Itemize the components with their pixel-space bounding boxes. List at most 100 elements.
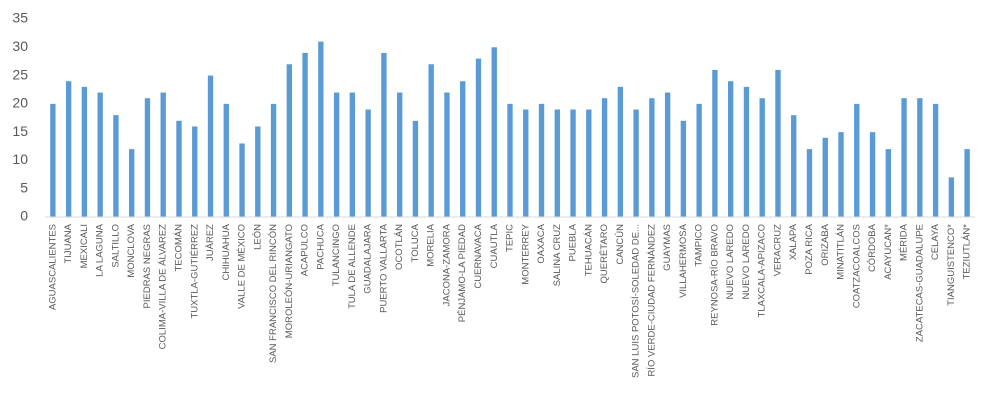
x-tick-label: TEPIC [505, 224, 516, 252]
bar [160, 92, 166, 217]
bar [223, 103, 229, 217]
bar [239, 143, 245, 217]
x-tick-label: QUERÉTARO [599, 224, 610, 283]
bar [491, 47, 497, 218]
x-tick-label: ORIZABA [820, 223, 831, 265]
x-tick-label: SAN FRANCISCO DEL RINCÓN [268, 224, 279, 363]
bar [948, 177, 955, 217]
bar [428, 64, 434, 217]
x-tick-label: SALINA CRUZ [552, 224, 563, 286]
bar [444, 92, 450, 217]
x-tick-label: MONCLOVA [126, 223, 137, 277]
x-tick-label: MÉRIDA [899, 223, 910, 261]
x-tick-label: CUERNAVACA [473, 223, 484, 288]
x-tick-label: CÓRDOBA [867, 223, 878, 272]
x-tick-label: SALTILLO [110, 224, 121, 268]
bar [81, 86, 88, 217]
bar [601, 98, 608, 217]
bar [144, 98, 151, 217]
bar [207, 75, 214, 217]
x-tick-label: COLIMA-VILLA DE ÁLVAREZ [158, 224, 169, 349]
bar [838, 132, 844, 217]
bar [50, 103, 56, 217]
x-tick-label: PIEDRAS NEGRAS [142, 224, 153, 308]
x-tick-label: PÉNJAMO-LA PIEDAD [457, 224, 468, 322]
bar [712, 69, 718, 218]
x-tick-label: LA LAGUNA [95, 223, 106, 276]
x-tick-label: JACONA-ZAMORA [441, 223, 452, 306]
bar [523, 109, 529, 217]
bar [791, 115, 797, 217]
x-tick-label: TAMPICO [694, 224, 705, 267]
x-tick-label: MEXICALI [79, 224, 90, 268]
x-tick-label: VERACRUZ [772, 224, 783, 276]
bar [743, 86, 750, 217]
x-tick-label: MONTERREY [520, 223, 531, 284]
y-tick-label: 35 [12, 10, 28, 26]
x-tick-label: AGUASCALIENTES [47, 224, 58, 310]
bar [176, 120, 182, 217]
bar [570, 109, 576, 217]
bar [586, 109, 592, 217]
bar [806, 149, 813, 217]
x-tick-label: TIANGUISTENCO* [946, 224, 957, 306]
x-tick-label: COATZACOALCOS [851, 224, 862, 308]
bar [538, 103, 545, 217]
x-tick-label: PUERTO VALLARTA [378, 223, 389, 313]
bar [932, 103, 939, 217]
x-tick-label: SAN LUIS POTOSÍ-SOLEDAD DE... [631, 224, 642, 378]
bar [885, 149, 891, 217]
bar [129, 149, 135, 217]
x-tick-label: VALLE DE MÉXICO [237, 224, 248, 309]
x-tick-label: POZA RICA [804, 223, 815, 274]
bar [617, 86, 624, 217]
bar [286, 64, 293, 217]
bar [727, 81, 734, 217]
x-tick-label: PUEBLA [568, 223, 579, 261]
x-tick-label: TEHUACÁN [583, 224, 594, 276]
bar [680, 120, 687, 217]
bar [475, 58, 482, 217]
x-tick-label: TULA DE ALLENDE [347, 224, 358, 309]
x-tick-label: MORELIA [426, 223, 437, 266]
bar [759, 98, 765, 217]
y-tick-label: 0 [20, 208, 28, 224]
x-tick-label: OCOTLÁN [394, 224, 405, 270]
bar [412, 120, 419, 217]
x-tick-label: CANCÚN [615, 224, 626, 265]
bar [65, 81, 72, 217]
x-tick-label: TULANCINGO [331, 224, 342, 286]
bar [113, 115, 119, 217]
bar [554, 109, 560, 217]
y-tick-label: 15 [12, 123, 28, 139]
bar [854, 103, 860, 217]
x-tick-label: LEÓN [252, 224, 263, 250]
bar [460, 81, 466, 217]
x-tick-label: NUEVO LAREDO [725, 224, 736, 300]
y-tick-label: 5 [20, 179, 28, 195]
bar [964, 149, 970, 217]
x-tick-label: TECOMÁN [173, 224, 184, 272]
x-tick-label: TEZIUTLÁN* [962, 224, 973, 280]
bar [192, 126, 198, 217]
x-tick-label: MINATITLÁN [836, 224, 847, 280]
bar [696, 103, 702, 217]
bar [901, 98, 907, 217]
y-tick-label: 30 [12, 38, 28, 54]
x-tick-label: CUAUTLA [489, 223, 500, 268]
bar [664, 92, 671, 217]
y-tick-label: 20 [12, 95, 28, 111]
x-tick-label: RÍO VERDE-CIUDAD FERNÁNDEZ [646, 224, 657, 377]
bar [649, 98, 655, 217]
bar [365, 109, 371, 217]
bar [255, 126, 261, 217]
x-tick-label: GUADALAJARA [363, 223, 374, 293]
bar [270, 103, 277, 217]
bar [97, 92, 103, 217]
x-tick-label: GUAYMAS [662, 224, 673, 271]
bar [396, 92, 403, 217]
x-tick-label: CHIHUAHUA [221, 223, 232, 280]
bar [349, 92, 356, 217]
x-tick-label: ACAYUCAN* [883, 224, 894, 280]
